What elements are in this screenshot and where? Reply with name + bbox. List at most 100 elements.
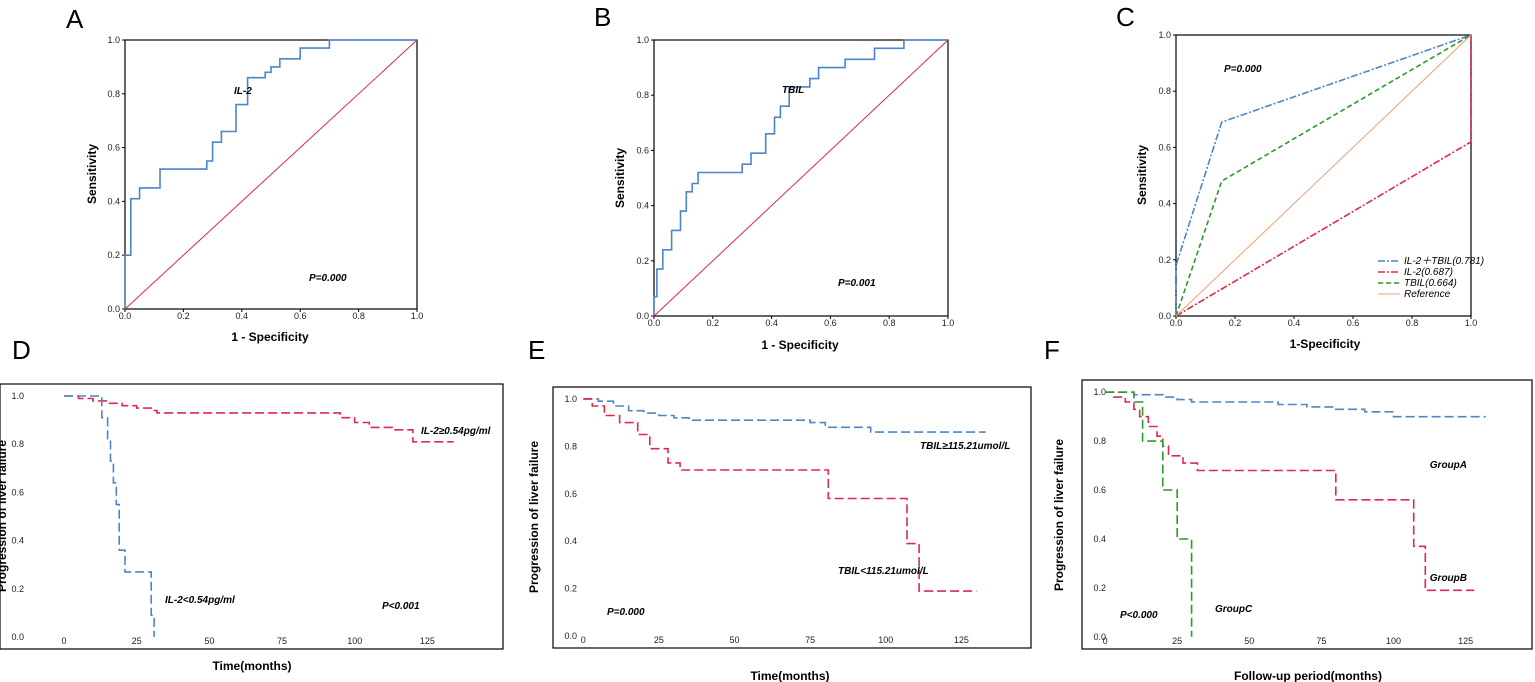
panel-e-xtick-label: 50 xyxy=(730,635,740,645)
panel-e-frame xyxy=(552,386,1032,649)
panel-d-frame xyxy=(0,383,504,650)
panel-d-xtick-label: 125 xyxy=(420,636,435,646)
panel-c-ytick-label: 0.0 xyxy=(1158,311,1171,321)
panel-a-xlabel: 1 - Specificity xyxy=(231,330,309,344)
panel-c-xlabel: 1-Specificity xyxy=(1290,337,1361,351)
panel-c-legend-label: Reference xyxy=(1404,289,1451,300)
panel-d-series-line-1 xyxy=(64,395,454,443)
panel-f-letter: F xyxy=(1044,335,1060,365)
panel-f-ytick-label: 0.8 xyxy=(1093,436,1106,446)
panel-c-frame xyxy=(1175,34,1472,317)
panel-a-ytick-label: 0.6 xyxy=(107,143,120,153)
panel-f-xtick-label: 75 xyxy=(1316,636,1326,646)
panel-f-xtick-label: 100 xyxy=(1386,636,1401,646)
panel-a-xtick-label: 0.6 xyxy=(294,311,307,321)
panel-b-ytick-label: 0.6 xyxy=(636,145,649,155)
panel-e-series-line-2 xyxy=(583,398,977,592)
panel-d-ytick-label: 0.6 xyxy=(11,487,24,497)
panel-f-xtick-label: 25 xyxy=(1172,636,1182,646)
panel-c-ytick-label: 0.4 xyxy=(1158,199,1171,209)
panel-a-xtick-label: 1.0 xyxy=(411,311,424,321)
panel-c-legend-label: IL-2(0.687) xyxy=(1404,267,1453,278)
panel-f-xtick-label: 50 xyxy=(1244,636,1254,646)
panel-e-xlabel: Time(months) xyxy=(750,669,829,682)
panel-a-xtick-label: 0.2 xyxy=(177,311,190,321)
panel-f-series-line-2 xyxy=(1105,391,1475,592)
panel-f-ytick-label: 0.6 xyxy=(1093,485,1106,495)
panel-b-ytick-label: 0.4 xyxy=(636,201,649,211)
panel-a-series-reference xyxy=(124,39,418,310)
panel-d-ylabel: Progression of liver failure xyxy=(0,440,9,592)
panel-a-annotation: IL-2 xyxy=(234,86,252,97)
panel-a-letter: A xyxy=(66,4,84,34)
panel-a-ylabel: Sensitivity xyxy=(85,144,99,204)
panel-a-xtick-label: 0.0 xyxy=(119,311,132,321)
panel-f-xtick-label: 0 xyxy=(1103,636,1108,646)
panel-f-series-label: GroupC xyxy=(1215,604,1253,615)
panel-d-series-label: IL-2≥0.54pg/ml xyxy=(421,426,491,437)
panel-a-ytick-label: 1.0 xyxy=(107,35,120,45)
panel-c-xtick-label: 1.0 xyxy=(1465,318,1478,328)
panel-e-series-line-1 xyxy=(583,398,986,433)
panel-b-annotation: P=0.001 xyxy=(838,278,876,289)
panel-e-ytick-label: 0.4 xyxy=(564,536,577,546)
panel-d-xlabel: Time(months) xyxy=(212,659,291,673)
panel-f-ytick-label: 1.0 xyxy=(1093,387,1106,397)
panel-d-ytick-label: 0.8 xyxy=(11,439,24,449)
panel-d-xtick-label: 75 xyxy=(277,636,287,646)
panel-c-ytick-label: 0.8 xyxy=(1158,86,1171,96)
panel-b-series-reference xyxy=(653,39,949,317)
panel-b-xtick-label: 1.0 xyxy=(942,318,955,328)
panel-d-xtick-label: 25 xyxy=(132,636,142,646)
panel-c-ytick-label: 0.6 xyxy=(1158,142,1171,152)
panel-b-ytick-label: 0.8 xyxy=(636,90,649,100)
panel-d-letter: D xyxy=(12,335,31,365)
panel-a-ytick-label: 0.2 xyxy=(107,250,120,260)
panel-e-ytick-label: 0.2 xyxy=(564,584,577,594)
panel-c-series-line-2 xyxy=(1175,35,1472,317)
panel-b-xtick-label: 0.6 xyxy=(824,318,837,328)
panel-c-legend-label: IL-2＋TBIL(0.781) xyxy=(1404,256,1484,267)
panel-e-ytick-label: 0.6 xyxy=(564,489,577,499)
panel-c-series-reference xyxy=(1175,34,1472,317)
panel-c-xtick-label: 0.6 xyxy=(1347,318,1360,328)
panel-c-xtick-label: 0.0 xyxy=(1170,318,1183,328)
panel-d-xtick-label: 100 xyxy=(347,636,362,646)
panel-f-xtick-label: 125 xyxy=(1458,636,1473,646)
panel-e-series-label: TBIL≥115.21umol/L xyxy=(920,441,1010,452)
panel-b-series-line-1 xyxy=(653,39,948,316)
panel-b-xlabel: 1 - Specificity xyxy=(761,338,839,352)
panel-e-ytick-label: 0.0 xyxy=(564,631,577,641)
panel-a-ytick-label: 0.8 xyxy=(107,89,120,99)
panel-c-xtick-label: 0.4 xyxy=(1288,318,1301,328)
panel-d-annotation: P<0.001 xyxy=(382,601,420,612)
panel-c-xtick-label: 0.2 xyxy=(1229,318,1242,328)
panel-f-xlabel: Follow-up period(months) xyxy=(1234,669,1382,682)
panel-f-ytick-label: 0.2 xyxy=(1093,583,1106,593)
panel-f-series-line-1 xyxy=(1105,391,1486,418)
panel-b-annotation: TBIL xyxy=(782,85,804,96)
panel-c-ytick-label: 1.0 xyxy=(1158,30,1171,40)
panel-c-annotation: P=0.000 xyxy=(1224,64,1262,75)
panel-d-ytick-label: 1.0 xyxy=(11,391,24,401)
panel-b-ylabel: Sensitivity xyxy=(613,148,627,208)
panel-d-xtick-label: 0 xyxy=(61,636,66,646)
panel-e-ytick-label: 0.8 xyxy=(564,441,577,451)
panel-e-xtick-label: 100 xyxy=(878,635,893,645)
panel-e-xtick-label: 0 xyxy=(581,635,586,645)
panel-b-xtick-label: 0.0 xyxy=(648,318,661,328)
panel-d-xtick-label: 50 xyxy=(204,636,214,646)
panel-f-ylabel: Progression of liver failure xyxy=(1052,439,1066,591)
panel-f-series-label: GroupB xyxy=(1430,573,1467,584)
panel-f-ytick-label: 0.0 xyxy=(1093,632,1106,642)
panel-d-series-label: IL-2<0.54pg/ml xyxy=(165,595,235,606)
panel-b-ytick-label: 0.0 xyxy=(636,311,649,321)
panel-c-ytick-label: 0.2 xyxy=(1158,255,1171,265)
panel-a-annotation: P=0.000 xyxy=(309,273,347,284)
panel-e-xtick-label: 75 xyxy=(805,635,815,645)
panel-e-xtick-label: 125 xyxy=(954,635,969,645)
panel-e-letter: E xyxy=(528,335,545,365)
panel-f-frame xyxy=(1081,379,1533,650)
panel-a-xtick-label: 0.8 xyxy=(352,311,365,321)
